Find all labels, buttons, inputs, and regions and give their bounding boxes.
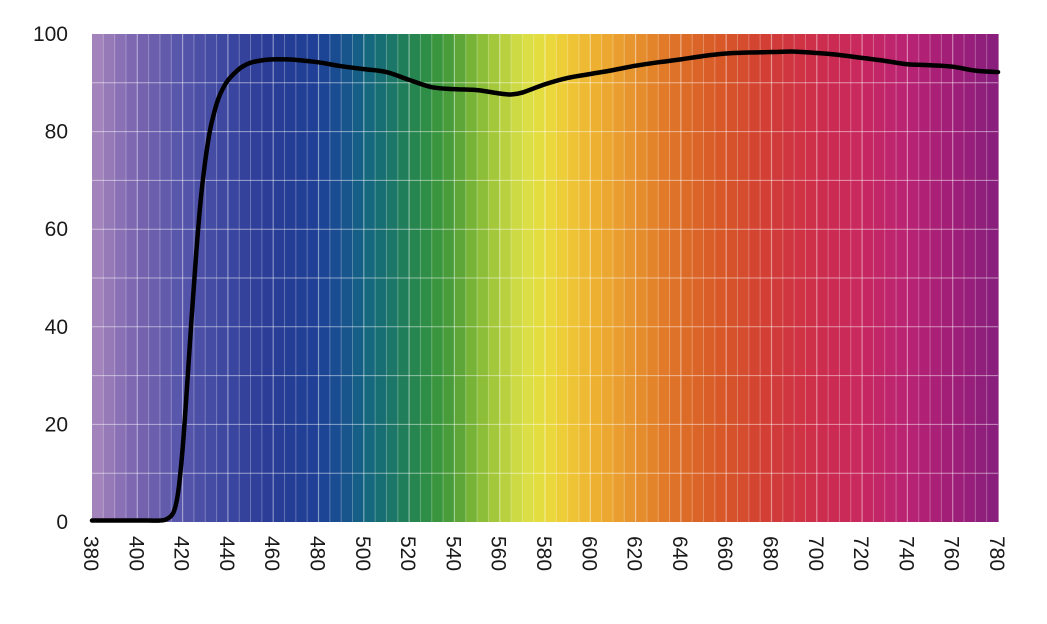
x-tick-label: 700 — [804, 536, 827, 571]
x-tick-label: 380 — [79, 536, 102, 571]
x-tick-label: 460 — [260, 536, 283, 571]
y-tick-label: 0 — [56, 511, 68, 534]
x-tick-label: 580 — [532, 536, 555, 571]
x-tick-label: 660 — [713, 536, 736, 571]
grid-lines — [92, 34, 998, 522]
transmission-line — [89, 49, 1001, 523]
x-tick-label: 760 — [940, 536, 963, 571]
x-tick-label: 500 — [351, 536, 374, 571]
series-layer — [89, 49, 1001, 523]
x-tick-label: 480 — [306, 536, 329, 571]
x-tick-label: 720 — [849, 536, 872, 571]
y-tick-label: 80 — [45, 121, 68, 144]
x-tick-label: 540 — [441, 536, 464, 571]
y-axis-tick-labels: 0 20 40 60 80 100 — [33, 23, 68, 534]
y-tick-label: 20 — [45, 413, 68, 436]
x-tick-label: 560 — [487, 536, 510, 571]
y-tick-label: 60 — [45, 218, 68, 241]
x-tick-label: 600 — [577, 536, 600, 571]
x-axis-tick-labels: 380 400 420 440 460 480 500 520 540 560 580 600 620 6… — [79, 536, 1008, 571]
x-tick-label: 620 — [623, 536, 646, 571]
x-tick-label: 440 — [215, 536, 238, 571]
x-tick-label: 420 — [170, 536, 193, 571]
x-tick-label: 400 — [124, 536, 147, 571]
y-tick-label: 100 — [33, 23, 68, 46]
x-tick-label: 740 — [894, 536, 917, 571]
x-tick-label: 680 — [759, 536, 782, 571]
x-tick-label: 780 — [985, 536, 1008, 571]
x-tick-label: 640 — [668, 536, 691, 571]
y-tick-label: 40 — [45, 316, 68, 339]
x-tick-label: 520 — [396, 536, 419, 571]
